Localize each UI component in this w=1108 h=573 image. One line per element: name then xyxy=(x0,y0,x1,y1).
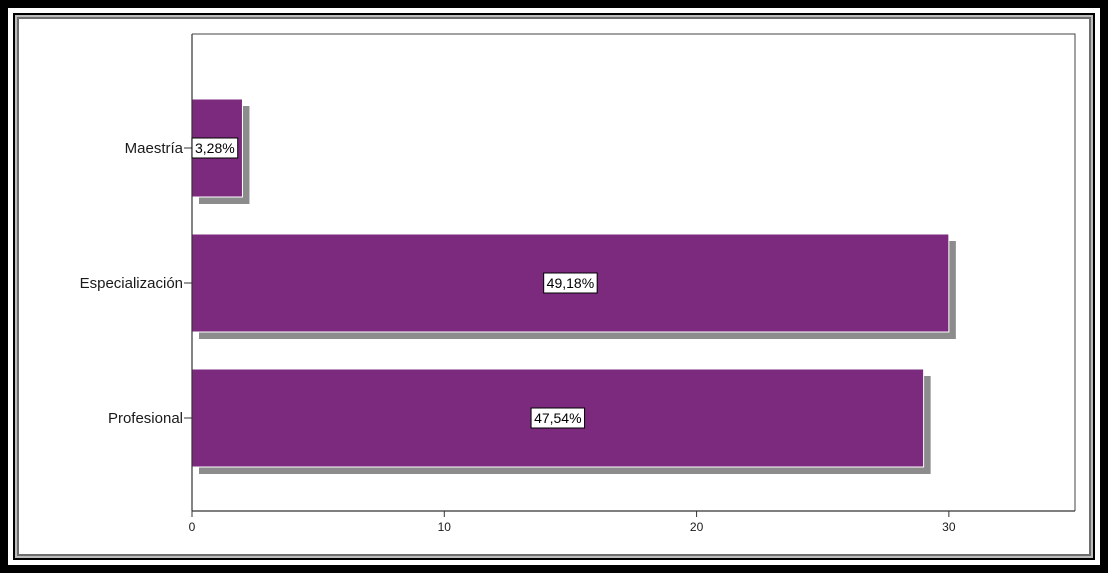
data-label-text-profesional: 47,54% xyxy=(534,410,581,426)
data-label-box-especializacion xyxy=(543,272,598,294)
x-tick-label-20: 20 xyxy=(690,520,704,534)
y-tick-label-profesional: Profesional xyxy=(108,410,183,427)
x-tick-label-30: 30 xyxy=(942,520,956,534)
y-tick-label-especializacion: Especialización xyxy=(80,275,183,292)
data-label-profesional: 47,54% xyxy=(530,407,586,429)
x-tick-label-10: 10 xyxy=(438,520,452,534)
data-label-maestria: 3,28% xyxy=(191,137,239,159)
data-label-text-maestria: 3,28% xyxy=(195,140,235,156)
data-label-box-profesional xyxy=(530,407,586,429)
axes-layer xyxy=(184,33,1076,517)
labels-layer: Maestría 3,28% Especialización 49,18% Profes… xyxy=(80,137,956,534)
data-label-box-maestria xyxy=(191,137,239,159)
data-label-especializacion: 49,18% xyxy=(543,272,598,294)
inner-frame xyxy=(13,13,1095,560)
x-tick-label-0: 0 xyxy=(189,520,196,534)
plot-frame xyxy=(192,33,1076,511)
data-label-text-especializacion: 49,18% xyxy=(547,275,594,291)
y-tick-label-maestria: Maestría xyxy=(125,140,184,157)
